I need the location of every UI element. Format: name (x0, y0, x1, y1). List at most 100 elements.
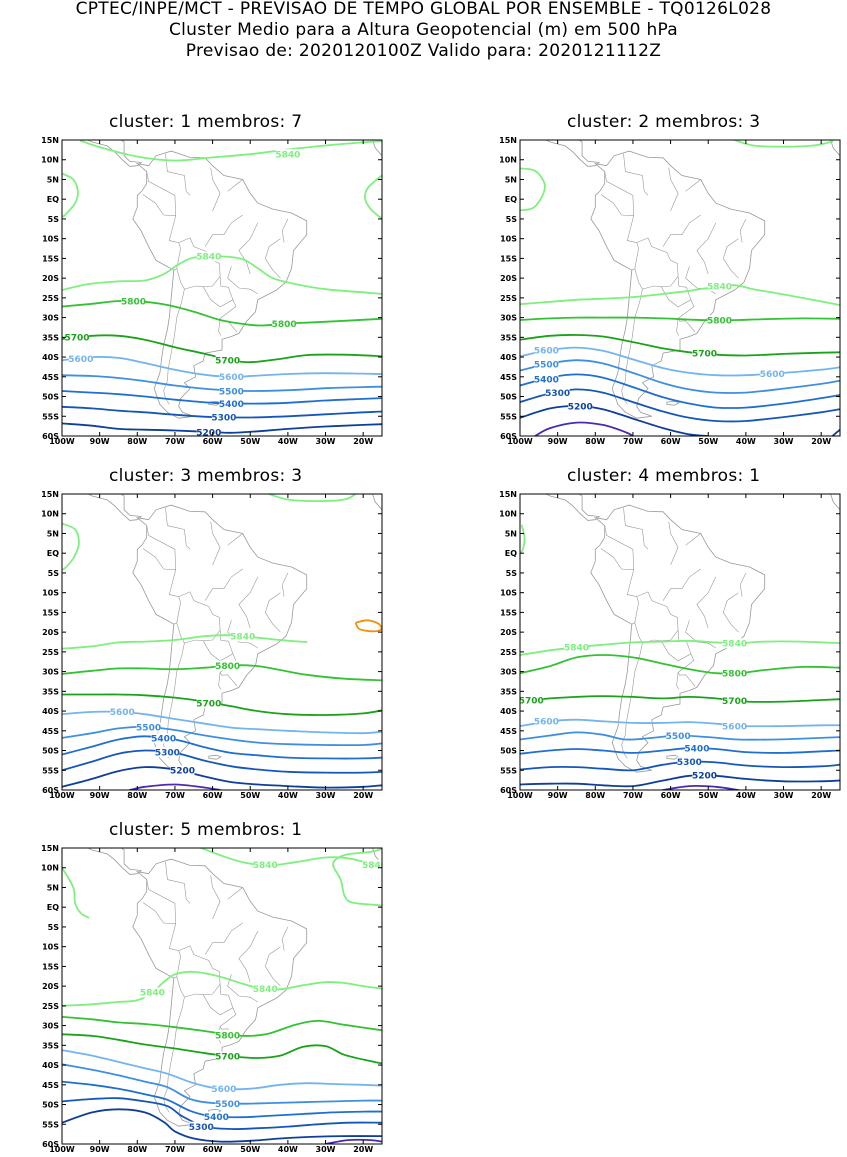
lat-label: 10S (500, 589, 517, 598)
contour-5400 (520, 747, 840, 755)
lon-label: 50W (240, 437, 260, 446)
contour-label-bg (253, 859, 278, 870)
contour-label-5800: 5800 (215, 662, 240, 672)
country-border (165, 153, 191, 196)
map-frame (61, 493, 383, 791)
contour-label-bg (196, 251, 221, 262)
country-border (227, 974, 258, 1003)
contour-label-5200: 5200 (170, 767, 195, 777)
lat-label: EQ (505, 549, 517, 558)
coastline-south-america (132, 504, 308, 773)
country-border (227, 179, 243, 192)
lon-label: 70W (623, 791, 643, 800)
contour-label-5840: 5840 (275, 151, 300, 161)
contour-5840 (733, 140, 834, 148)
map-content: 5840 5840 5800 5800 5700 5700 5600 5600 5500 5400… (62, 140, 382, 436)
lon-label: 20W (353, 1145, 373, 1154)
contour-label-bg (215, 355, 240, 366)
contour-label-bg (564, 642, 589, 653)
coastline-south-america (590, 150, 766, 419)
contour-label-5400: 5400 (684, 744, 709, 754)
country-border (219, 299, 238, 333)
contour-label-5800: 5800 (121, 298, 146, 308)
country-border (281, 218, 289, 243)
contour-5200 (62, 422, 382, 434)
country-border (238, 576, 259, 629)
lat-label: 45S (42, 1081, 59, 1090)
country-border (238, 222, 259, 275)
contour-5840 (520, 167, 546, 212)
contour-label-bg (189, 1121, 214, 1132)
country-border (634, 591, 679, 644)
lat-label: 10N (41, 864, 59, 873)
contour-label-5700: 5700 (65, 334, 90, 344)
lon-label: 60W (661, 791, 681, 800)
lat-label: 5S (48, 215, 60, 224)
contour-5840 (62, 522, 80, 571)
lat-label: 60S (42, 432, 59, 441)
contour-5500 (520, 359, 840, 394)
lon-label: 100W (49, 1145, 75, 1154)
coastline-south-america (132, 858, 308, 1127)
lat-label: 10S (42, 235, 59, 244)
contour-5600 (520, 346, 840, 377)
contour-5100 (324, 1138, 382, 1144)
lat-label: 55S (500, 412, 517, 421)
coastline-africa (830, 494, 840, 511)
lat-label: 10N (499, 156, 517, 165)
contour-label-bg (534, 716, 559, 727)
contour-5700 (62, 1033, 382, 1065)
lat-label: 10N (41, 510, 59, 519)
contour-label-bg (215, 1051, 240, 1062)
contour-5300 (62, 749, 382, 774)
lat-label: 10S (42, 589, 59, 598)
contour-5100 (534, 421, 634, 436)
lat-label: 35S (42, 1041, 59, 1050)
contour-label-5500: 5500 (534, 360, 559, 370)
contour-label-bg (211, 412, 236, 423)
lon-label: 90W (90, 437, 110, 446)
contour-label-5600: 5600 (68, 355, 93, 365)
contour-label-bg (707, 281, 732, 292)
lat-label: 15N (499, 490, 517, 499)
country-border (168, 923, 181, 979)
lat-label: 20S (42, 982, 59, 991)
country-border (623, 507, 649, 550)
contour-label-bg (110, 706, 135, 717)
lat-label: 45S (500, 373, 517, 382)
contour-5840 (268, 494, 357, 502)
country-border (176, 237, 221, 290)
lat-label: EQ (47, 195, 59, 204)
contour-label-bg (520, 695, 544, 706)
country-border (218, 672, 222, 690)
contour-label-bg (65, 332, 90, 343)
contour-5300 (520, 388, 840, 423)
lat-label: 60S (500, 786, 517, 795)
contour-label-bg (140, 987, 165, 998)
panel-title-cluster-2: cluster: 2 membros: 3 (567, 112, 761, 132)
header-line-1: CPTEC/INPE/MCT - PREVISAO DE TEMPO GLOBA… (75, 0, 772, 19)
contour-5200 (520, 774, 840, 788)
contour-label-bg (722, 695, 747, 706)
contour-5840 (363, 174, 382, 219)
lon-label: 50W (240, 791, 260, 800)
lon-label: 40W (278, 1145, 298, 1154)
lon-label: 30W (316, 1145, 336, 1154)
lat-label: 25S (500, 648, 517, 657)
contour-5500 (62, 374, 382, 392)
contour-label-5600: 5600 (219, 373, 244, 383)
contour-label-bg (534, 359, 559, 370)
contour-label-bg (170, 765, 195, 776)
lon-label: 20W (811, 791, 831, 800)
contour-5840 (332, 848, 382, 907)
country-border (227, 533, 243, 546)
country-border (662, 568, 701, 601)
lon-label: 90W (548, 791, 568, 800)
lat-label: 60S (42, 786, 59, 795)
panel-title-cluster-5: cluster: 5 membros: 1 (109, 820, 303, 840)
country-border (202, 630, 234, 662)
map-content: 5840 5840 5800 5700 5700 5600 5600 5500 5400 5300… (520, 494, 840, 790)
contour-label-bg (219, 398, 244, 409)
contour-label-5840: 5840 (722, 639, 747, 649)
